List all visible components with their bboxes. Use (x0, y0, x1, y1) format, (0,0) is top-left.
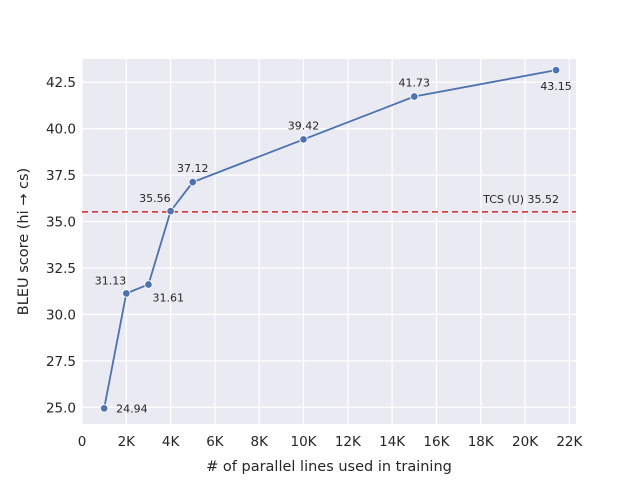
x-gridlines (81, 59, 570, 424)
x-tick-label: 22K (556, 434, 583, 450)
data-point-label: 41.73 (399, 77, 431, 90)
y-tick-label: 37.5 (46, 168, 76, 184)
y-tick-label: 32.5 (46, 261, 76, 277)
data-point-marker (99, 404, 109, 413)
data-point-label: 35.56 (139, 192, 171, 205)
data-point-marker (166, 206, 175, 216)
data-point-marker (410, 92, 419, 101)
x-tick-label: 4K (162, 434, 181, 450)
x-tick-label: 18K (468, 434, 495, 450)
data-labels: 24.94 31.13 31.61 35.56 37.12 39.42 41.73 43.15 (95, 77, 572, 416)
y-gridlines (82, 81, 576, 408)
reference-line-group: TCS (U) 35.52 (82, 193, 576, 213)
data-point-marker (122, 289, 131, 298)
data-point-label: 37.12 (177, 162, 209, 175)
x-tick-label: 12K (335, 434, 362, 450)
series-markers (99, 65, 561, 413)
y-tick-labels: 25.0 27.5 30.0 32.5 35.0 37.5 40.0 42.5 (46, 75, 76, 416)
data-point-label: 24.94 (116, 402, 148, 415)
y-tick-label: 25.0 (46, 400, 76, 416)
data-point-marker (144, 280, 153, 289)
y-tick-label: 42.5 (46, 75, 76, 91)
data-point-label: 39.42 (288, 119, 320, 132)
series-group: 24.94 31.13 31.61 35.56 37.12 39.42 41.73 43.15 (95, 65, 572, 416)
x-tick-label: 0 (78, 434, 87, 450)
y-tick-label: 30.0 (46, 307, 76, 323)
x-tick-label: 8K (250, 434, 269, 450)
x-tick-labels: 0 2K 4K 6K 8K 10K 12K 14K 16K 18K 20K 22K (78, 434, 584, 450)
x-tick-label: 14K (379, 434, 406, 450)
plot-background (82, 59, 576, 424)
x-tick-label: 16K (423, 434, 450, 450)
reference-line-label: TCS (U) 35.52 (482, 193, 559, 206)
x-tick-label: 6K (206, 434, 225, 450)
data-point-marker (299, 135, 308, 144)
data-point-marker (551, 65, 561, 75)
data-point-label: 43.15 (540, 80, 572, 93)
y-axis-label: BLEU score (hi → cs) (16, 168, 32, 315)
x-tick-label: 10K (291, 434, 318, 450)
x-tick-label: 2K (118, 434, 137, 450)
y-tick-label: 35.0 (46, 215, 76, 231)
data-point-label: 31.61 (152, 292, 184, 305)
data-point-marker (188, 177, 198, 187)
y-tick-label: 27.5 (46, 354, 76, 370)
y-tick-label: 40.0 (46, 122, 76, 138)
x-tick-label: 20K (512, 434, 539, 450)
data-point-label: 31.13 (95, 274, 127, 287)
x-axis-label: # of parallel lines used in training (206, 459, 452, 475)
